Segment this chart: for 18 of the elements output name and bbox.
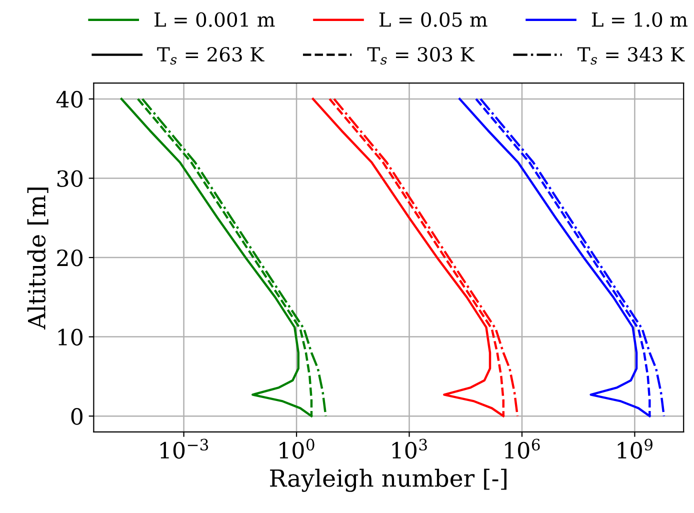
x-tick-label: 10$^{−3}$: [160, 438, 208, 459]
y-tick-label: 0: [71, 408, 82, 425]
legend-label: L = 0.001 m: [154, 12, 275, 27]
y-tick-label: 10: [58, 328, 82, 346]
y-tick-label: 20: [57, 249, 82, 266]
text: T$_{s}$ = 303 K: [367, 46, 475, 65]
x-axis-title: Rayleigh number [-]: [270, 468, 506, 492]
y-axis-title: Altitude [m]: [27, 188, 48, 330]
x-tick-label: 10$^{6}$: [505, 438, 540, 459]
legend-label: L = 0.05 m: [379, 12, 488, 27]
x-tick-label: 10$^{0}$: [280, 438, 314, 459]
y-tick-label: 30: [57, 170, 82, 188]
text: T$_{s}$ = 263 K: [157, 46, 264, 65]
x-tick-label: 10$^{9}$: [618, 438, 652, 459]
x-tick-label: 10$^{3}$: [392, 438, 427, 459]
y-tick-label: 40: [56, 90, 82, 108]
text: T$_{s}$ = 343 K: [578, 46, 685, 65]
legend-label: L = 1.0 m: [592, 12, 688, 27]
